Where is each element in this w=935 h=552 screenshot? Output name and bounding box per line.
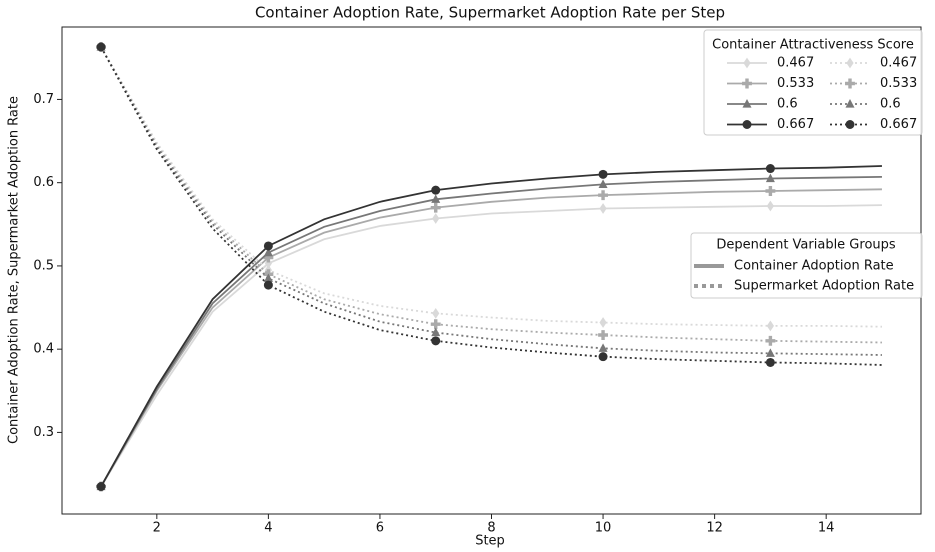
legend-title: Container Attractiveness Score [712, 38, 914, 53]
marker [765, 164, 775, 174]
marker [263, 252, 274, 263]
marker [431, 327, 441, 337]
legend: Container Attractiveness Score 0.467 0.533… [703, 29, 923, 136]
marker [598, 352, 608, 362]
marker [96, 482, 106, 492]
legend-label: 0.533 [777, 76, 814, 91]
legend-title: Dependent Variable Groups [716, 238, 896, 253]
legend-marker [845, 78, 855, 89]
marker [766, 200, 774, 212]
marker [264, 258, 272, 269]
group-legend: Dependent Variable Groups Container Adopt… [690, 232, 923, 299]
line-series [100, 46, 882, 328]
marker [430, 319, 441, 330]
marker [765, 173, 775, 183]
y-tick-label: 0.6 [33, 175, 54, 190]
legend-label: 0.533 [880, 76, 917, 91]
y-tick-label: 0.3 [33, 425, 54, 440]
marker [432, 307, 440, 319]
marker [96, 42, 106, 52]
legend-marker [743, 57, 751, 69]
y-axis-label: Container Adoption Rate, Supermarket Ado… [7, 96, 22, 444]
legend-label: 0.667 [777, 117, 814, 132]
legend-marker [845, 99, 855, 108]
legend-label: Supermarket Adoption Rate [734, 279, 914, 294]
x-tick-label: 2 [153, 521, 161, 536]
marker [766, 320, 774, 332]
marker [432, 213, 440, 224]
legend-label: Container Adoption Rate [734, 259, 894, 274]
x-tick-label: 4 [264, 521, 272, 536]
marker [263, 241, 273, 251]
legend-marker [742, 120, 752, 129]
marker [263, 273, 273, 283]
marker [263, 247, 273, 257]
y-tick-label: 0.7 [33, 92, 54, 107]
legend-label: 0.6 [880, 97, 901, 112]
marker [765, 186, 776, 196]
legend-label: 0.667 [880, 117, 917, 132]
legend-marker [742, 78, 752, 89]
legend-label: 0.6 [777, 97, 798, 112]
marker [598, 190, 609, 201]
marker [263, 280, 273, 290]
x-tick-label: 10 [595, 521, 612, 536]
x-axis-label: Step [475, 534, 505, 549]
line-series [100, 175, 882, 487]
legend-marker [845, 120, 855, 129]
line-series [100, 165, 882, 487]
marker [598, 169, 608, 179]
line-series [100, 46, 882, 356]
marker [598, 179, 608, 188]
marker [430, 202, 441, 213]
marker [431, 194, 441, 203]
x-tick-label: 12 [706, 521, 723, 536]
marker [431, 185, 441, 195]
legend-label: 0.467 [880, 56, 917, 71]
x-tick-label: 8 [487, 521, 495, 536]
marker [765, 348, 775, 357]
marker [431, 336, 441, 346]
y-tick-label: 0.5 [33, 258, 54, 273]
legend-label: 0.467 [777, 56, 814, 71]
legend-marker [846, 57, 854, 69]
legend-box [703, 29, 923, 136]
marker [598, 343, 608, 352]
marker [765, 357, 775, 367]
x-tick-label: 14 [818, 521, 835, 536]
marker [599, 203, 607, 214]
x-tick-label: 6 [376, 521, 384, 536]
legend-marker [742, 99, 752, 108]
line-series [100, 204, 882, 487]
legend-box [690, 232, 923, 299]
line-series [100, 188, 882, 487]
y-tick-label: 0.4 [33, 342, 54, 357]
marker [599, 317, 607, 328]
chart-title: Container Adoption Rate, Supermarket Ado… [255, 4, 725, 22]
line-series [100, 46, 882, 344]
marker [598, 330, 609, 340]
line-series [100, 46, 882, 366]
marker [765, 335, 776, 346]
